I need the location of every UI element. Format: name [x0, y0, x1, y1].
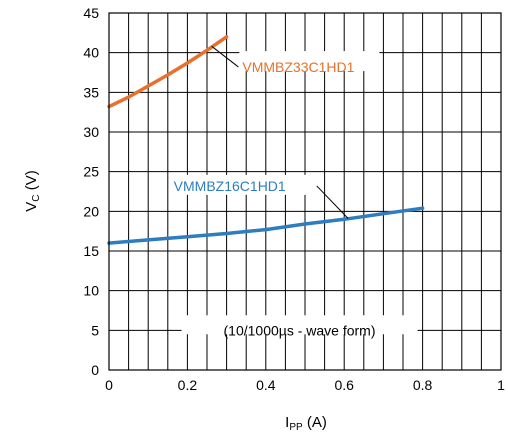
annotation-bg-0: [239, 51, 380, 72]
annotation-bg-1: [169, 174, 316, 195]
y-tick-label: 0: [91, 362, 99, 378]
annotation-leader-0: [211, 45, 239, 68]
y-tick-label: 35: [83, 84, 99, 100]
series-line-0: [107, 35, 229, 109]
x-tick-label: 0.8: [413, 377, 433, 393]
annotations: VMMBZ33C1HD1 VMMBZ16C1HD1 (10/1000µs - wav…: [169, 45, 418, 338]
y-tick-label: 40: [83, 45, 99, 61]
annotation-label-1: VMMBZ16C1HD1: [174, 178, 286, 194]
series-layer: [107, 35, 425, 245]
y-tick-label: 25: [83, 164, 99, 180]
annotation-label-2: (10/1000µs - wave form): [224, 322, 376, 338]
x-tick-label: 0.2: [178, 377, 198, 393]
y-tick-label: 10: [83, 283, 99, 299]
annotation-leader-1: [316, 185, 349, 219]
y-tick-label: 15: [83, 243, 99, 259]
x-tick-label: 1: [497, 377, 505, 393]
grid: [108, 12, 502, 371]
annotation-label-0: VMMBZ33C1HD1: [242, 59, 354, 75]
series-line-1: [107, 206, 425, 245]
y-tick-label: 45: [83, 5, 99, 21]
annotation-bg-2: [181, 315, 418, 335]
y-tick-label: 20: [83, 203, 99, 219]
y-tick-label: 30: [83, 124, 99, 140]
x-tick-label: 0.6: [334, 377, 354, 393]
x-tick-label: 0.4: [256, 377, 276, 393]
x-tick-label: 0: [105, 377, 113, 393]
plot-frame: [108, 12, 502, 371]
y-tick-label: 5: [91, 322, 99, 338]
x-axis-label: IPP (A): [285, 414, 327, 433]
y-axis-label: VC (V): [23, 170, 42, 211]
